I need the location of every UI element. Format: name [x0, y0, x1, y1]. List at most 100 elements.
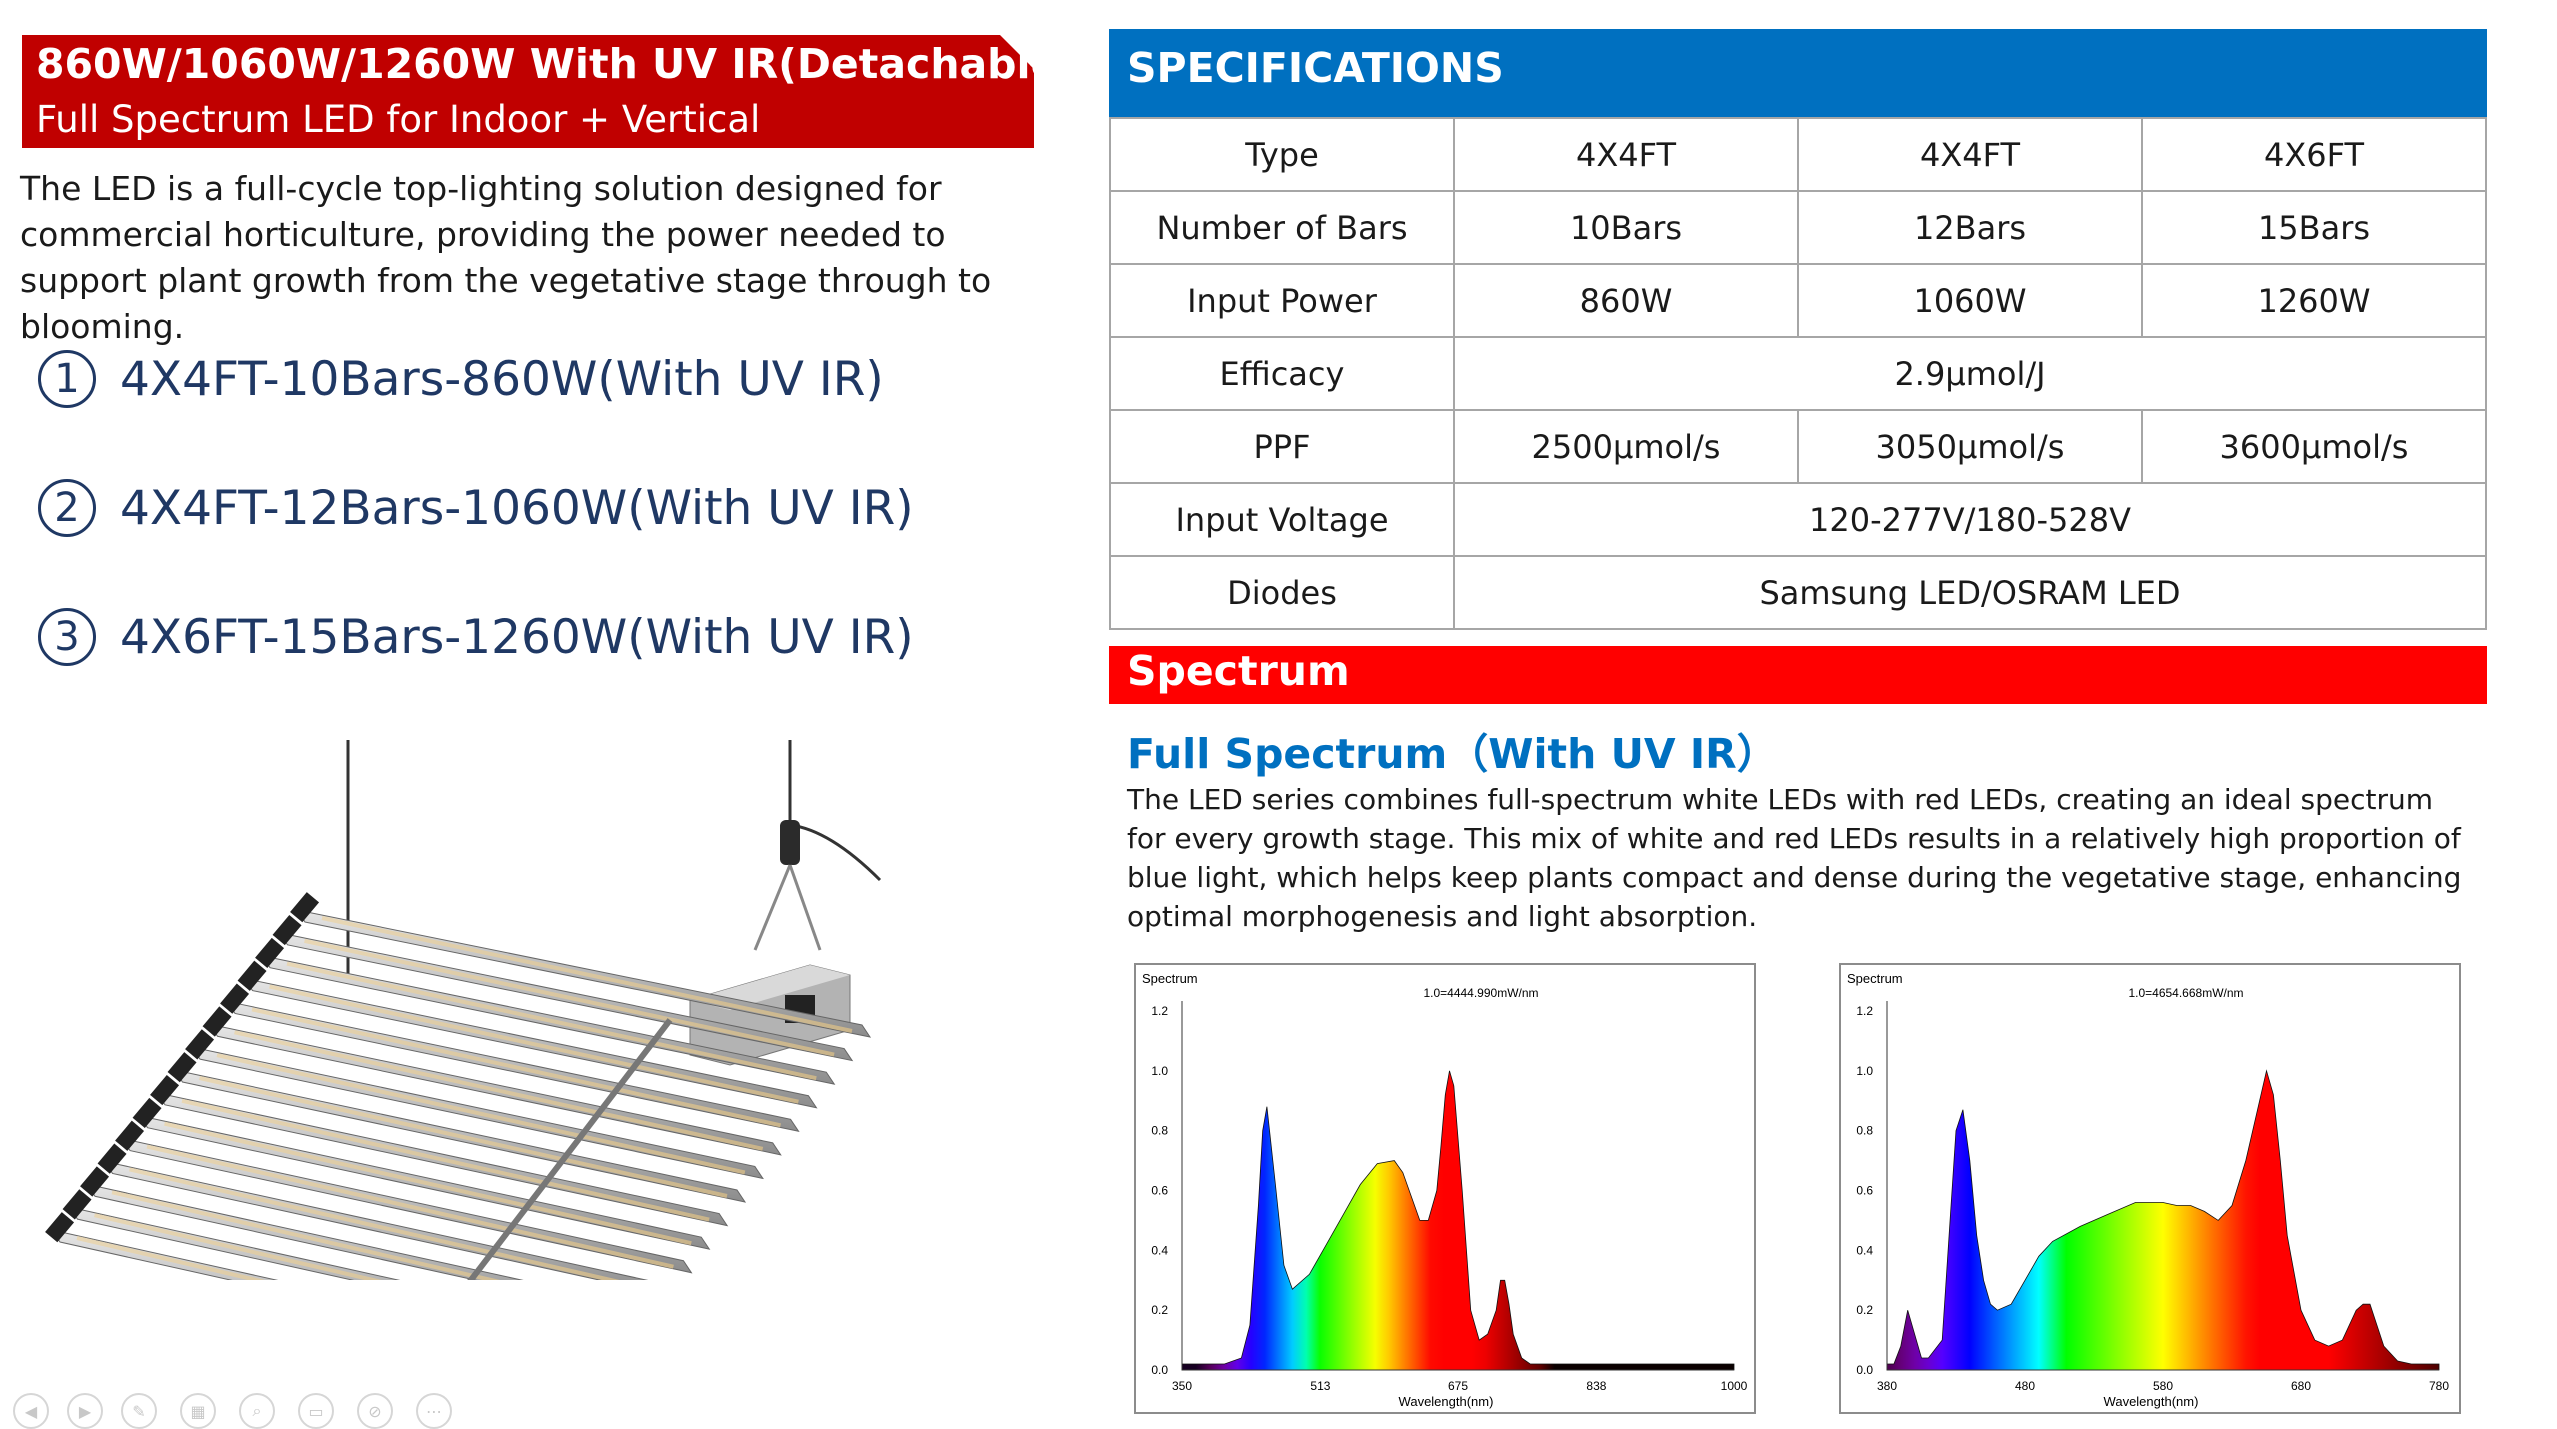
y-tick-label: 1.2 — [1856, 1004, 1873, 1018]
table-cell: 2500µmol/s — [1453, 409, 1799, 484]
row-label: Number of Bars — [1109, 190, 1455, 265]
y-tick-label: 0.6 — [1151, 1184, 1168, 1198]
x-tick-label: 1000 — [1721, 1379, 1748, 1393]
led-strip — [304, 938, 835, 1057]
specifications-title: SPECIFICATIONS — [1127, 44, 1504, 92]
table-cell: 4X6FT — [2141, 117, 2487, 192]
subtitles-icon[interactable]: ▭ — [298, 1393, 334, 1429]
bar-endcap — [255, 937, 285, 969]
led-strip — [286, 961, 817, 1081]
banner-title: 860W/1060W/1260W With UV IR(Detachable) — [36, 40, 1078, 88]
table-cell: 120-277V/180-528V — [1453, 482, 2487, 557]
led-strip — [181, 1098, 710, 1222]
spectrum-header — [1109, 646, 2487, 704]
bar-endcap — [185, 1029, 215, 1060]
row-label: Efficacy — [1109, 336, 1455, 411]
table-cell: Samsung LED/OSRAM LED — [1453, 555, 2487, 630]
led-strip — [129, 1167, 620, 1280]
banner-subtitle: Full Spectrum LED for Indoor + Vertical — [36, 98, 761, 141]
spectrum-title: Spectrum — [1127, 647, 1350, 695]
spectrum-area — [1886, 1069, 2440, 1371]
table-row: Number of Bars 10Bars 12Bars 15Bars — [1109, 190, 2487, 265]
next-slide-icon[interactable]: ▶ — [67, 1393, 103, 1429]
table-row: PPF 2500µmol/s 3050µmol/s 3600µmol/s — [1109, 409, 2487, 484]
bar-endcap — [62, 1189, 92, 1220]
model-item: 1 4X4FT-10Bars-860W(With UV IR) — [38, 350, 884, 408]
row-label: Diodes — [1109, 555, 1455, 630]
table-cell: 10Bars — [1453, 190, 1799, 265]
table-cell: 860W — [1453, 263, 1799, 338]
led-strip — [269, 984, 799, 1104]
led-strip — [164, 1121, 692, 1246]
led-strip — [146, 1144, 674, 1269]
model-item: 3 4X6FT-15Bars-1260W(With UV IR) — [38, 608, 914, 666]
y-axis-label: Spectrum — [1847, 971, 1903, 986]
chart-note: 1.0=4444.990mW/nm — [1423, 986, 1538, 1000]
spectrum-description: The LED series combines full-spectrum wh… — [1127, 783, 2462, 933]
y-tick-label: 0.0 — [1856, 1363, 1873, 1377]
row-label: Input Voltage — [1109, 482, 1455, 557]
table-row: Input Power 860W 1060W 1260W — [1109, 263, 2487, 338]
led-strip — [251, 1007, 781, 1128]
model-label: 4X4FT-12Bars-1060W(With UV IR) — [120, 480, 914, 536]
bar-endcap — [115, 1120, 145, 1151]
row-label: Input Power — [1109, 263, 1455, 338]
x-tick-label: 513 — [1310, 1379, 1330, 1393]
x-tick-label: 350 — [1172, 1379, 1192, 1393]
led-strip — [234, 1030, 764, 1151]
table-cell: 1260W — [2141, 263, 2487, 338]
specifications-header — [1109, 29, 2487, 117]
table-row: Type 4X4FT 4X4FT 4X6FT — [1109, 117, 2487, 192]
table-row: Efficacy 2.9µmol/J — [1109, 336, 2487, 411]
x-axis-label: Wavelength(nm) — [2104, 1394, 2199, 1409]
support-rail — [467, 1018, 673, 1280]
led-strip — [76, 1236, 266, 1280]
intro-paragraph: The LED is a full-cycle top-lighting sol… — [20, 169, 992, 346]
table-cell: 1060W — [1797, 263, 2143, 338]
table-cell: 12Bars — [1797, 190, 2143, 265]
y-tick-label: 0.2 — [1856, 1303, 1873, 1317]
bar-endcap — [132, 1097, 162, 1129]
bar-endcap — [167, 1052, 197, 1083]
camera-off-icon[interactable]: ⊘ — [357, 1393, 393, 1429]
slides-grid-icon[interactable]: ▦ — [180, 1393, 216, 1429]
table-cell: 3050µmol/s — [1797, 409, 2143, 484]
y-tick-label: 0.4 — [1151, 1243, 1168, 1257]
table-row: Diodes Samsung LED/OSRAM LED — [1109, 555, 2487, 630]
table-cell: 2.9µmol/J — [1453, 336, 2487, 411]
bar-endcap — [80, 1166, 110, 1197]
y-tick-label: 1.0 — [1151, 1064, 1168, 1078]
x-tick-label: 838 — [1586, 1379, 1606, 1393]
y-tick-label: 1.2 — [1151, 1004, 1168, 1018]
model-item: 2 4X4FT-12Bars-1060W(With UV IR) — [38, 479, 914, 537]
table-cell: 3600µmol/s — [2141, 409, 2487, 484]
led-strip — [321, 916, 853, 1033]
full-spectrum-subtitle: Full Spectrum（With UV IR） — [1127, 730, 1778, 778]
chart-note: 1.0=4654.668mW/nm — [2128, 986, 2243, 1000]
pen-icon[interactable]: ✎ — [121, 1393, 157, 1429]
previous-slide-icon[interactable]: ◀ — [13, 1393, 49, 1429]
bar-endcap — [97, 1143, 127, 1174]
bar-endcap — [272, 914, 302, 946]
circled-number: 1 — [38, 350, 96, 408]
banner-notch — [1000, 35, 1034, 148]
led-strip — [94, 1213, 382, 1280]
bar-endcap — [237, 960, 267, 991]
bar-endcap — [202, 1006, 232, 1037]
title-banner — [22, 35, 1030, 148]
led-strip — [199, 1076, 728, 1198]
plot-area: 1.2 1.0 0.8 0.6 0.4 0.2 0.0 380 480 580 680 780 — [1856, 1001, 2449, 1393]
zoom-icon[interactable]: ⌕ — [239, 1393, 275, 1429]
light-bars — [45, 892, 872, 1280]
bar-endcap — [220, 983, 250, 1014]
y-tick-label: 0.4 — [1856, 1243, 1873, 1257]
chart-axes — [1181, 1001, 1734, 1371]
model-label: 4X6FT-15Bars-1260W(With UV IR) — [120, 609, 914, 665]
y-tick-label: 1.0 — [1856, 1064, 1873, 1078]
y-tick-label: 0.0 — [1151, 1363, 1168, 1377]
bar-endcap — [45, 1212, 75, 1243]
more-options-icon[interactable]: ⋯ — [416, 1393, 452, 1429]
table-cell: 4X4FT — [1453, 117, 1799, 192]
led-strip — [216, 1053, 746, 1175]
table-cell: 4X4FT — [1797, 117, 2143, 192]
